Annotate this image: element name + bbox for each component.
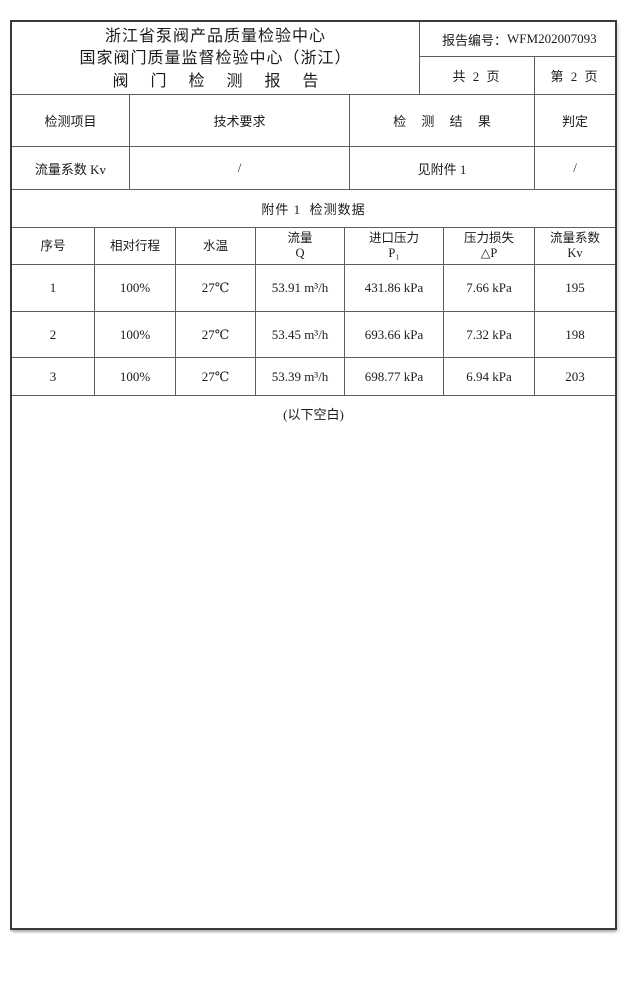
col-header-flow-coefficient: 流量系数 Kv — [549, 231, 600, 260]
summary-header-requirement: 技术要求 — [130, 95, 350, 146]
summary-header-item: 检测项目 — [12, 95, 130, 146]
summary-item-cell: 流量系数 Kv — [12, 147, 130, 189]
col-header-water-temp: 水温 — [176, 228, 256, 264]
blank-below-note: (以下空白) — [283, 407, 344, 422]
table-row: 2 100% 27℃ 53.45 m³/h 693.66 kPa 7.32 kP… — [12, 312, 615, 358]
table-row: 1 100% 27℃ 53.91 m³/h 431.86 kPa 7.66 kP… — [12, 265, 615, 312]
cell-water-temp: 27℃ — [176, 312, 256, 357]
summary-result-cell: 见附件 1 — [350, 147, 535, 189]
summary-data-row: 流量系数 Kv / 见附件 1 / — [12, 147, 615, 190]
summary-header-judgement: 判定 — [561, 114, 588, 129]
cell-flow: 53.45 m³/h — [256, 312, 345, 357]
cell-inlet-pressure: 431.86 kPa — [345, 265, 444, 311]
col-header-index: 序号 — [12, 228, 95, 264]
cell-stroke: 100% — [95, 312, 176, 357]
cell-pressure-loss: 6.94 kPa — [444, 358, 535, 395]
cell-index: 1 — [12, 265, 95, 311]
table-row: 3 100% 27℃ 53.39 m³/h 698.77 kPa 6.94 kP… — [12, 358, 615, 396]
report-header: 浙江省泵阀产品质量检验中心 国家阀门质量监督检验中心（浙江） 阀 门 检 测 报… — [12, 22, 615, 95]
cell-flow-coefficient: 195 — [565, 280, 585, 295]
summary-requirement-cell: / — [130, 147, 350, 189]
report-meta-block: 报告编号： WFM202007093 共 2 页 第 2 页 — [420, 22, 615, 94]
data-table-header-row: 序号 相对行程 水温 流量 Q 进口压力 P₁ 压力损失 △P 流量系数 Kv — [12, 228, 615, 265]
report-sheet: 浙江省泵阀产品质量检验中心 国家阀门质量监督检验中心（浙江） 阀 门 检 测 报… — [10, 20, 617, 930]
cell-flow-coefficient: 203 — [565, 368, 585, 384]
cell-index: 2 — [12, 312, 95, 357]
total-pages-cell: 共 2 页 — [420, 57, 535, 94]
cell-pressure-loss: 7.32 kPa — [444, 312, 535, 357]
attachment-title-row: 附件 1 检测数据 — [12, 190, 615, 228]
org-title-cell: 浙江省泵阀产品质量检验中心 国家阀门质量监督检验中心（浙江） 阀 门 检 测 报… — [12, 22, 420, 94]
cell-flow: 53.91 m³/h — [256, 265, 345, 311]
cell-pressure-loss: 7.66 kPa — [444, 265, 535, 311]
org-name-line2: 国家阀门质量监督检验中心（浙江） — [79, 50, 352, 67]
page-number-cell: 第 2 页 — [550, 69, 600, 84]
report-number-cell: 报告编号： WFM202007093 — [420, 22, 615, 57]
summary-header-row: 检测项目 技术要求 检 测 结 果 判定 — [12, 95, 615, 147]
cell-flow-coefficient: 198 — [565, 326, 585, 342]
cell-stroke: 100% — [95, 265, 176, 311]
attachment-title: 附件 1 检测数据 — [261, 202, 366, 217]
report-number-label: 报告编号： — [442, 32, 508, 48]
col-header-inlet-pressure: 进口压力 P₁ — [345, 228, 444, 264]
cell-water-temp: 27℃ — [176, 265, 256, 311]
cell-inlet-pressure: 693.66 kPa — [345, 312, 444, 357]
blank-remainder-section: (以下空白) — [12, 396, 615, 928]
cell-stroke: 100% — [95, 358, 176, 395]
page-info-row: 共 2 页 第 2 页 — [420, 57, 615, 94]
col-header-stroke: 相对行程 — [95, 228, 176, 264]
report-number-value: WFM202007093 — [507, 31, 597, 46]
col-header-flow: 流量 Q — [256, 228, 345, 264]
cell-flow: 53.39 m³/h — [256, 358, 345, 395]
org-name-line1: 浙江省泵阀产品质量检验中心 — [104, 28, 326, 45]
summary-header-result: 检 测 结 果 — [350, 95, 535, 146]
cell-index: 3 — [12, 358, 95, 395]
col-header-pressure-loss: 压力损失 △P — [444, 228, 535, 264]
summary-judgement-cell: / — [573, 160, 577, 175]
cell-water-temp: 27℃ — [176, 358, 256, 395]
report-title: 阀 门 检 测 报 告 — [112, 73, 328, 90]
cell-inlet-pressure: 698.77 kPa — [345, 358, 444, 395]
